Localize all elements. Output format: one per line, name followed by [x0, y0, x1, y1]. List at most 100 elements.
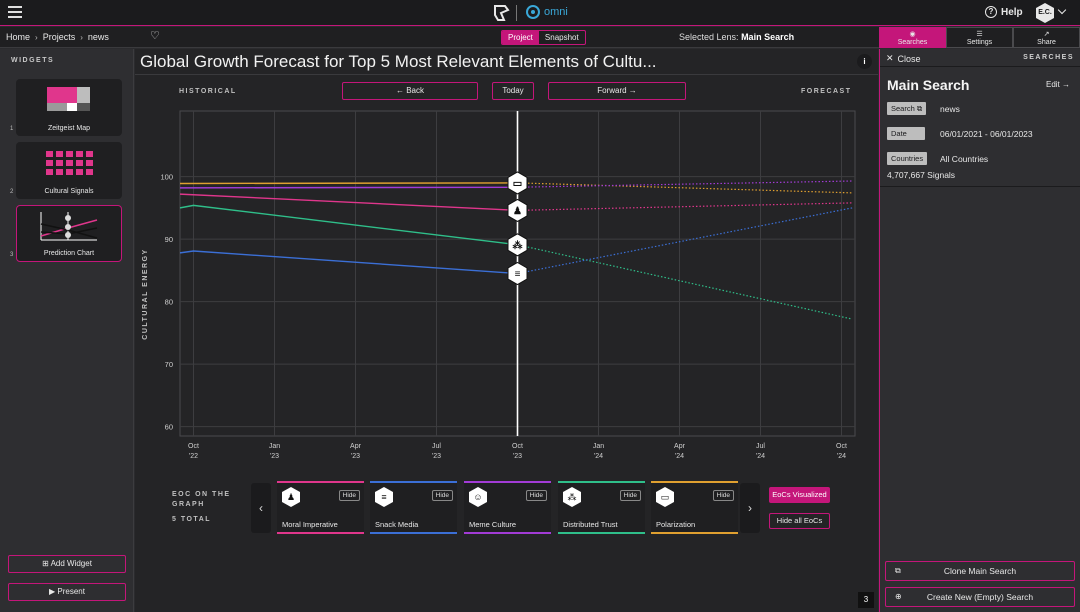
y-tick-label: 90 — [165, 235, 173, 244]
close-label: Close — [897, 53, 921, 64]
searches-panel: ✕ Close SEARCHES Main Search Edit → Sear… — [879, 49, 1080, 612]
add-widget-button[interactable]: ⊞ Add Widget — [8, 555, 126, 573]
breadcrumb-home[interactable]: Home — [6, 32, 31, 42]
series-line-historical — [179, 182, 518, 185]
omni-logo-icon — [526, 5, 540, 19]
hide-button[interactable]: Hide — [525, 490, 547, 501]
chevron-down-icon[interactable] — [1057, 5, 1067, 15]
x-tick-month: Oct — [836, 443, 847, 450]
eoc-color-bar — [277, 481, 364, 483]
x-tick-month: Jul — [756, 443, 765, 450]
panel-divider — [880, 186, 1080, 187]
eoc-marker-hexagon — [507, 171, 528, 195]
search-title: Main Search — [887, 77, 970, 93]
x-tick-year: '23 — [432, 453, 441, 460]
x-tick-year: '22 — [189, 453, 198, 460]
forward-button[interactable]: Forward → — [548, 82, 686, 100]
eoc-marker-icon: ⁂ — [513, 239, 523, 251]
eoc-card-distributed-trust[interactable]: ⁂ Hide Distributed Trust — [558, 481, 645, 534]
chart-title: Global Growth Forecast for Top 5 Most Re… — [140, 52, 657, 71]
eoc-card-moral-imperative[interactable]: ♟ Hide Moral Imperative — [277, 481, 364, 534]
breadcrumb: Home › Projects › news — [6, 32, 109, 42]
date-tag: Date — [887, 127, 925, 140]
series-line-historical — [179, 186, 518, 189]
x-tick-month: Oct — [512, 443, 523, 450]
prediction-line-chart: 60 70 80 90 100 Oct '22 Jan '23 Apr '23 Jul '23 Oct '2… — [142, 110, 856, 460]
add-circle-icon: ⊕ — [895, 592, 902, 601]
sub-bar: Home › Projects › news ♡ Project Snapsho… — [0, 27, 1080, 48]
eoc-marker-hexagon — [507, 261, 528, 286]
chevron-right-icon: › — [80, 32, 83, 42]
avatar[interactable]: E.C. — [1036, 3, 1054, 23]
hide-button[interactable]: Hide — [712, 490, 734, 501]
series-line-forecast — [517, 244, 853, 320]
breadcrumb-current: news — [87, 32, 109, 42]
date-value: 06/01/2021 - 06/01/2023 — [940, 129, 1033, 139]
clone-icon: ⧉ — [895, 566, 901, 575]
tab-settings[interactable]: ☰ Settings — [946, 27, 1013, 48]
eoc-marker-hexagon — [507, 198, 528, 222]
search-tag: Search ⧉ — [887, 102, 927, 115]
prediction-chart-panel: Global Growth Forecast for Top 5 Most Re… — [135, 49, 878, 612]
info-icon[interactable]: i — [857, 54, 872, 69]
hide-button[interactable]: Hide — [338, 490, 360, 501]
present-button[interactable]: ▶ Present — [8, 583, 126, 601]
edit-search-link[interactable]: Edit → — [1045, 80, 1070, 89]
heart-icon[interactable]: ♡ — [150, 30, 160, 42]
clone-search-button[interactable]: ⧉ Clone Main Search — [885, 561, 1075, 581]
chevron-left-icon[interactable]: ‹ — [251, 483, 271, 533]
eocs-visualized-button[interactable]: EoCs Visualized — [769, 487, 830, 503]
chevron-right-icon: › — [35, 32, 38, 42]
breadcrumb-projects[interactable]: Projects — [42, 32, 76, 42]
panel-divider — [880, 66, 1080, 67]
hide-button[interactable]: Hide — [431, 490, 453, 501]
hide-all-eocs-button[interactable]: Hide all EoCs — [769, 513, 830, 529]
back-button[interactable]: ← Back — [342, 82, 478, 100]
series-line-historical — [179, 204, 518, 246]
right-panel-tabs: ◉ Searches ☰ Settings ↗ Share — [879, 27, 1080, 48]
eoc-color-bar — [464, 481, 551, 483]
selected-lens: Selected Lens: Main Search — [679, 32, 794, 42]
series-line-historical — [179, 250, 518, 275]
forecast-label: FORECAST — [801, 88, 852, 95]
eoc-name: Distributed Trust — [563, 520, 618, 529]
hide-button[interactable]: Hide — [619, 490, 641, 501]
app-logo-icon — [494, 5, 510, 21]
y-axis-label: CULTURAL ENERGY — [142, 248, 149, 339]
help-button[interactable]: ? Help — [985, 6, 1023, 18]
series-line-historical — [179, 193, 518, 212]
project-toggle-button[interactable]: Project — [502, 31, 539, 44]
create-new-search-button[interactable]: ⊕ Create New (Empty) Search — [885, 587, 1075, 607]
eoc-heading: EOC ON THE GRAPH — [172, 491, 231, 508]
help-label: Help — [1001, 6, 1023, 18]
search-tag-label: Search — [891, 104, 915, 113]
title-divider — [135, 74, 878, 75]
widgets-heading: WIDGETS — [11, 57, 55, 64]
eoc-color-bar — [370, 481, 457, 483]
menu-icon[interactable] — [8, 6, 22, 18]
eoc-name: Moral Imperative — [282, 520, 338, 529]
eoc-card-meme-culture[interactable]: ☺ Hide Meme Culture — [464, 481, 551, 534]
view-toggle: Project Snapshot — [501, 30, 586, 45]
sliders-icon: ☰ — [976, 31, 983, 38]
eoc-marker-icon: ▭ — [513, 178, 522, 189]
widget-cultural-signals[interactable]: Cultural Signals — [16, 142, 122, 199]
widgets-sidebar: WIDGETS Zeitgeist Map 1 Cultural Signals… — [0, 49, 134, 612]
tab-share[interactable]: ↗ Share — [1013, 27, 1080, 48]
chat-icon: ▭ — [656, 487, 674, 507]
omni-brand: omni — [526, 5, 568, 19]
snapshot-toggle-button[interactable]: Snapshot — [544, 33, 579, 42]
widget-number: 2 — [10, 189, 14, 195]
eoc-card-snack-media[interactable]: ≡ Hide Snack Media — [370, 481, 457, 534]
x-tick-month: Jan — [269, 443, 280, 450]
eoc-card-polarization[interactable]: ▭ Hide Polarization — [651, 481, 738, 534]
close-button[interactable]: ✕ Close — [886, 53, 921, 64]
eoc-color-bar — [651, 532, 738, 534]
chevron-right-icon[interactable]: › — [740, 483, 760, 533]
widget-zeitgeist-map[interactable]: Zeitgeist Map — [16, 79, 122, 136]
widget-prediction-chart[interactable]: Prediction Chart — [16, 205, 122, 262]
tab-searches[interactable]: ◉ Searches — [879, 27, 946, 48]
share-icon: ↗ — [1043, 31, 1050, 38]
x-tick-month: Jul — [432, 443, 441, 450]
today-button[interactable]: Today — [492, 82, 534, 100]
